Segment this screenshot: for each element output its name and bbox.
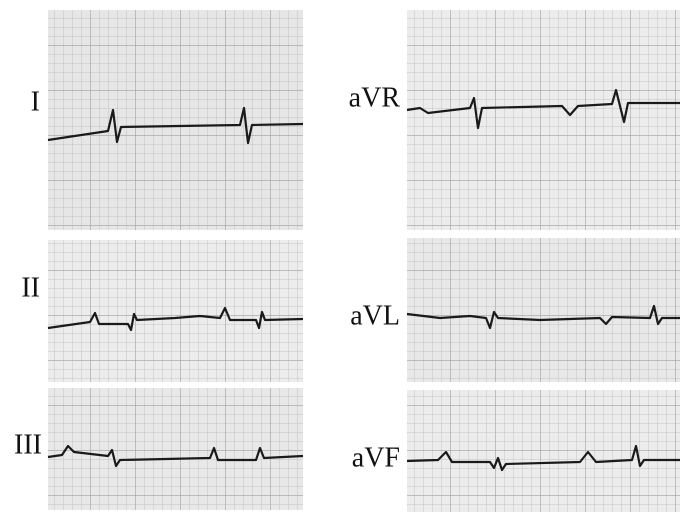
lead-label: I: [31, 86, 40, 117]
traces: [47, 88, 680, 472]
ecg-trace: [47, 306, 304, 332]
grid: [48, 10, 303, 230]
grid: [407, 390, 680, 512]
ecg-trace: [406, 88, 680, 130]
lead-label: III: [14, 429, 42, 460]
lead-label: aVF: [352, 442, 400, 473]
panels: [48, 10, 680, 512]
grid: [407, 10, 680, 230]
grid: [48, 240, 303, 382]
grid: [407, 238, 680, 382]
lead-label: aVL: [350, 300, 400, 331]
grid: [48, 388, 303, 510]
ecg-trace: [47, 444, 304, 468]
ecg-trace: [406, 304, 680, 330]
ecg-trace: [406, 444, 680, 472]
lead-label: II: [21, 272, 40, 303]
ecg-trace: [47, 106, 304, 145]
lead-label: aVR: [349, 82, 401, 113]
lead-labels: I II III aVR aVL aVF: [14, 82, 400, 473]
